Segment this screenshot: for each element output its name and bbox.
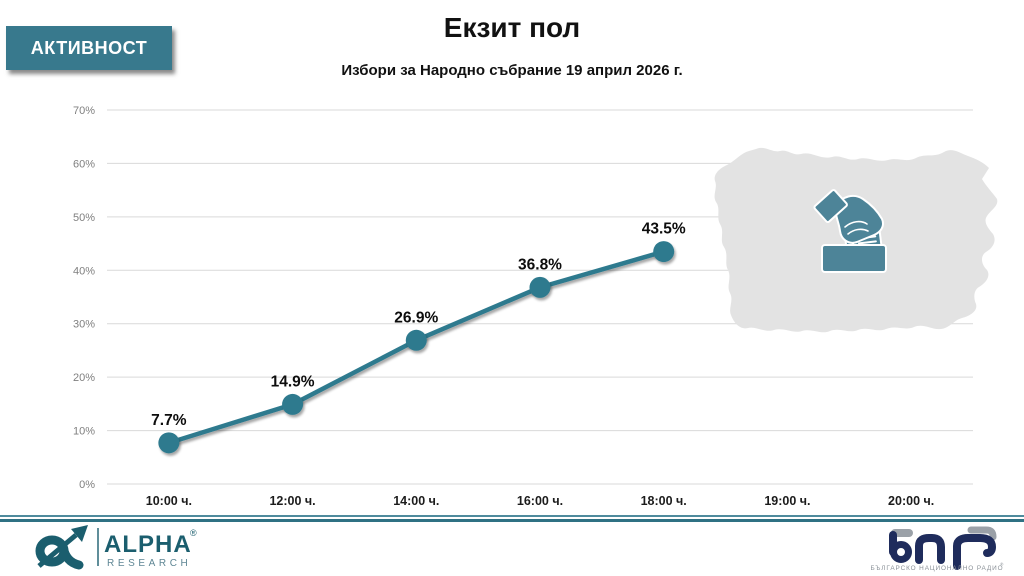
activity-badge: АКТИВНОСТ	[6, 26, 172, 70]
bnr-logo: БЪЛГАРСКО НАЦИОНАЛНО РАДИО ®	[870, 526, 1004, 572]
data-point	[282, 393, 304, 415]
y-tick-label: 50%	[73, 212, 95, 224]
turnout-series: 7.7% 14.9% 26.9% 36.8% 43.5%	[151, 221, 686, 454]
y-tick-label: 20%	[73, 372, 95, 384]
alpha-research-logo: ALPHA ® RESEARCH	[35, 525, 197, 570]
bnr-letters-icon	[889, 526, 997, 570]
ballot-box	[821, 244, 887, 273]
y-tick-label: 10%	[73, 426, 95, 438]
y-tick-label: 40%	[73, 265, 95, 277]
data-point	[405, 329, 427, 351]
alpha-sub-text: RESEARCH	[107, 558, 191, 569]
sleeve-shape	[813, 189, 848, 224]
x-tick-label: 18:00 ч.	[641, 494, 687, 508]
x-tick-label: 16:00 ч.	[517, 494, 563, 508]
data-point	[158, 432, 180, 454]
x-tick-label: 10:00 ч.	[146, 494, 192, 508]
data-label: 7.7%	[151, 412, 187, 429]
y-tick-label: 60%	[73, 158, 95, 170]
page-title: Екзит пол	[443, 12, 581, 43]
page-subtitle: Избори за Народно събрание 19 април 2026…	[341, 62, 683, 79]
alpha-glyph-icon	[35, 525, 88, 570]
alpha-brand-text: ALPHA	[104, 531, 192, 558]
x-axis-labels: 10:00 ч. 12:00 ч. 14:00 ч. 16:00 ч. 18:00 ч.…	[146, 494, 934, 508]
footer-divider	[0, 515, 1024, 522]
data-label: 14.9%	[271, 373, 315, 390]
data-point	[529, 276, 551, 298]
bnr-caption: БЪЛГАРСКО НАЦИОНАЛНО РАДИО	[870, 565, 1003, 572]
data-label: 43.5%	[642, 221, 686, 238]
ballot-box-icon	[813, 189, 887, 273]
x-tick-label: 12:00 ч.	[269, 494, 315, 508]
data-label: 26.9%	[394, 309, 438, 326]
hand-shape	[834, 194, 884, 244]
data-point	[653, 241, 675, 263]
y-tick-label: 0%	[79, 479, 95, 491]
x-tick-label: 19:00 ч.	[764, 494, 810, 508]
alpha-reg-mark: ®	[190, 528, 197, 538]
x-tick-label: 14:00 ч.	[393, 494, 439, 508]
y-tick-label: 30%	[73, 319, 95, 331]
x-tick-label: 20:00 ч.	[888, 494, 934, 508]
y-tick-label: 70%	[73, 105, 95, 117]
data-label: 36.8%	[518, 256, 562, 273]
bnr-reg-mark: ®	[1000, 561, 1004, 567]
